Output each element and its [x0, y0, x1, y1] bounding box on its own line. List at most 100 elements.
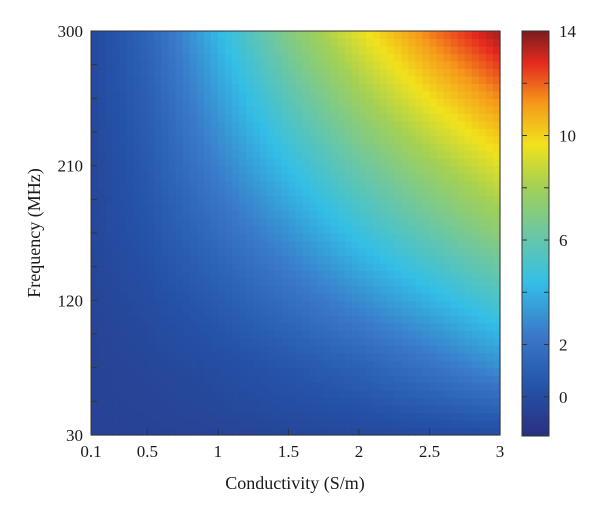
heatmap-cell [196, 128, 205, 137]
heatmap-cell [351, 382, 360, 391]
heatmap-cell [457, 135, 466, 144]
heatmap-cell [161, 262, 170, 272]
heatmap-cell [274, 180, 282, 189]
heatmap-cell [422, 120, 431, 129]
heatmap-cell [154, 367, 163, 376]
heatmap-cell [450, 120, 459, 129]
heatmap-cell [344, 53, 353, 62]
heatmap-cell [267, 292, 275, 301]
heatmap-cell [154, 203, 163, 212]
heatmap-cell [133, 225, 141, 234]
heatmap-cell [464, 240, 473, 249]
heatmap-cell [105, 315, 113, 324]
heatmap-cell [429, 210, 438, 219]
heatmap-cell [471, 270, 480, 279]
heatmap-cell [478, 210, 487, 219]
heatmap-cell [239, 195, 247, 204]
y-tick-label: 300 [58, 22, 84, 41]
heatmap-cell [344, 307, 353, 316]
heatmap-cell [246, 330, 254, 339]
heatmap-cell [168, 225, 177, 234]
heatmap-cell [112, 330, 120, 339]
heatmap-cell [471, 262, 480, 272]
heatmap-cell [112, 158, 120, 167]
heatmap-cell [119, 240, 127, 249]
heatmap-cell [302, 120, 311, 129]
heatmap-cell [302, 427, 311, 436]
heatmap-cell [401, 90, 409, 99]
heatmap-cell [260, 322, 268, 331]
heatmap-cell [119, 427, 127, 436]
heatmap-cell [267, 150, 275, 159]
heatmap-cell [210, 158, 219, 167]
heatmap-cell [246, 412, 254, 421]
heatmap-cell [387, 38, 395, 47]
heatmap-cell [274, 135, 282, 144]
heatmap-cell [232, 427, 240, 436]
heatmap-cell [98, 128, 106, 137]
heatmap-cell [366, 158, 374, 167]
heatmap-cell [140, 203, 149, 212]
heatmap-cell [105, 322, 113, 331]
heatmap-cell [422, 195, 431, 204]
heatmap-cell [471, 337, 480, 346]
heatmap-cell [217, 98, 226, 107]
heatmap-cell [98, 382, 106, 391]
heatmap-cell [337, 150, 346, 159]
heatmap-cell [366, 31, 374, 40]
heatmap-cell [387, 315, 395, 324]
heatmap-cell [443, 128, 452, 137]
heatmap-cell [408, 45, 416, 55]
heatmap-cell [457, 270, 466, 279]
heatmap-cell [337, 83, 346, 92]
heatmap-cell [182, 143, 191, 152]
heatmap-cell [210, 427, 219, 436]
heatmap-cell [112, 165, 120, 174]
heatmap-cell [253, 45, 261, 55]
heatmap-cell [436, 382, 445, 391]
heatmap-cell [380, 31, 388, 40]
heatmap-cell [373, 285, 381, 294]
heatmap-cell [239, 255, 247, 264]
heatmap-cell [246, 270, 254, 279]
heatmap-cell [471, 330, 480, 339]
heatmap-cell [189, 180, 198, 189]
heatmap-cell [351, 225, 360, 234]
heatmap-cell [323, 405, 332, 414]
heatmap-cell [450, 262, 459, 272]
heatmap-cell [147, 247, 156, 257]
heatmap-cell [232, 105, 240, 114]
heatmap-cell [401, 173, 409, 182]
heatmap-cell [337, 277, 346, 286]
heatmap-cell [175, 83, 184, 92]
heatmap-cell [443, 337, 452, 346]
heatmap-cell [457, 158, 466, 167]
heatmap-cell [457, 352, 466, 361]
heatmap-cell [224, 315, 233, 324]
heatmap-cell [316, 262, 325, 272]
heatmap-cell [98, 68, 106, 77]
heatmap-cell [450, 390, 459, 399]
heatmap-cell [203, 180, 212, 189]
heatmap-cell [366, 45, 374, 55]
heatmap-cell [267, 45, 275, 55]
heatmap-cell [105, 345, 113, 354]
heatmap-cell [253, 330, 261, 339]
heatmap-cell [330, 277, 339, 286]
heatmap-cell [436, 203, 445, 212]
heatmap-cell [358, 262, 367, 272]
heatmap-cell [309, 143, 318, 152]
heatmap-cell [239, 300, 247, 309]
heatmap-cell [380, 120, 388, 129]
heatmap-cell [288, 405, 297, 414]
heatmap-cell [316, 173, 325, 182]
heatmap-cell [246, 83, 254, 92]
heatmap-cell [253, 120, 261, 129]
heatmap-cell [316, 345, 325, 354]
heatmap-cell [443, 277, 452, 286]
heatmap-cell [175, 173, 184, 182]
heatmap-cell [126, 270, 134, 279]
heatmap-cell [337, 352, 346, 361]
heatmap-cell [422, 135, 431, 144]
heatmap-cell [217, 105, 226, 114]
